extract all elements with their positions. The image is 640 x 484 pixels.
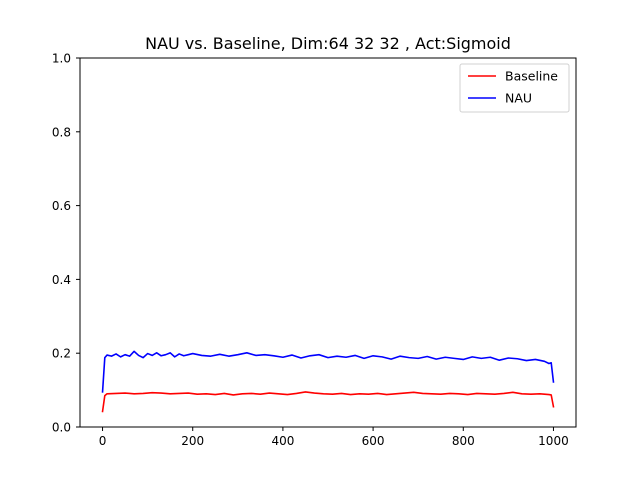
series-line-nau [101,350,555,393]
chart-title: NAU vs. Baseline, Dim:64 32 32 , Act:Sig… [145,34,511,53]
x-tick-label: 400 [271,434,294,448]
y-tick-label: 0.2 [52,347,71,361]
y-tick-label: 0.4 [52,273,71,287]
axes: 0 200 400 600 800 1000 0.0 0.2 0.4 0.6 0.8 1.0 [52,52,577,448]
x-tick-label: 800 [452,434,475,448]
x-tick-label: 1000 [538,434,569,448]
legend: Baseline NAU [459,63,570,113]
x-tick-label: 200 [181,434,204,448]
y-tick-label: 0.8 [52,125,71,139]
legend-label-nau: NAU [505,91,532,106]
y-tick-label: 0.0 [52,421,71,435]
y-tick-label: 0.6 [52,199,71,213]
x-tick-label: 0 [99,434,107,448]
axes-frame [79,57,577,428]
plot-area [101,350,555,413]
series-line-baseline [101,391,555,413]
legend-label-baseline: Baseline [505,69,558,84]
y-tick-label: 1.0 [52,52,71,66]
x-tick-label: 600 [362,434,385,448]
